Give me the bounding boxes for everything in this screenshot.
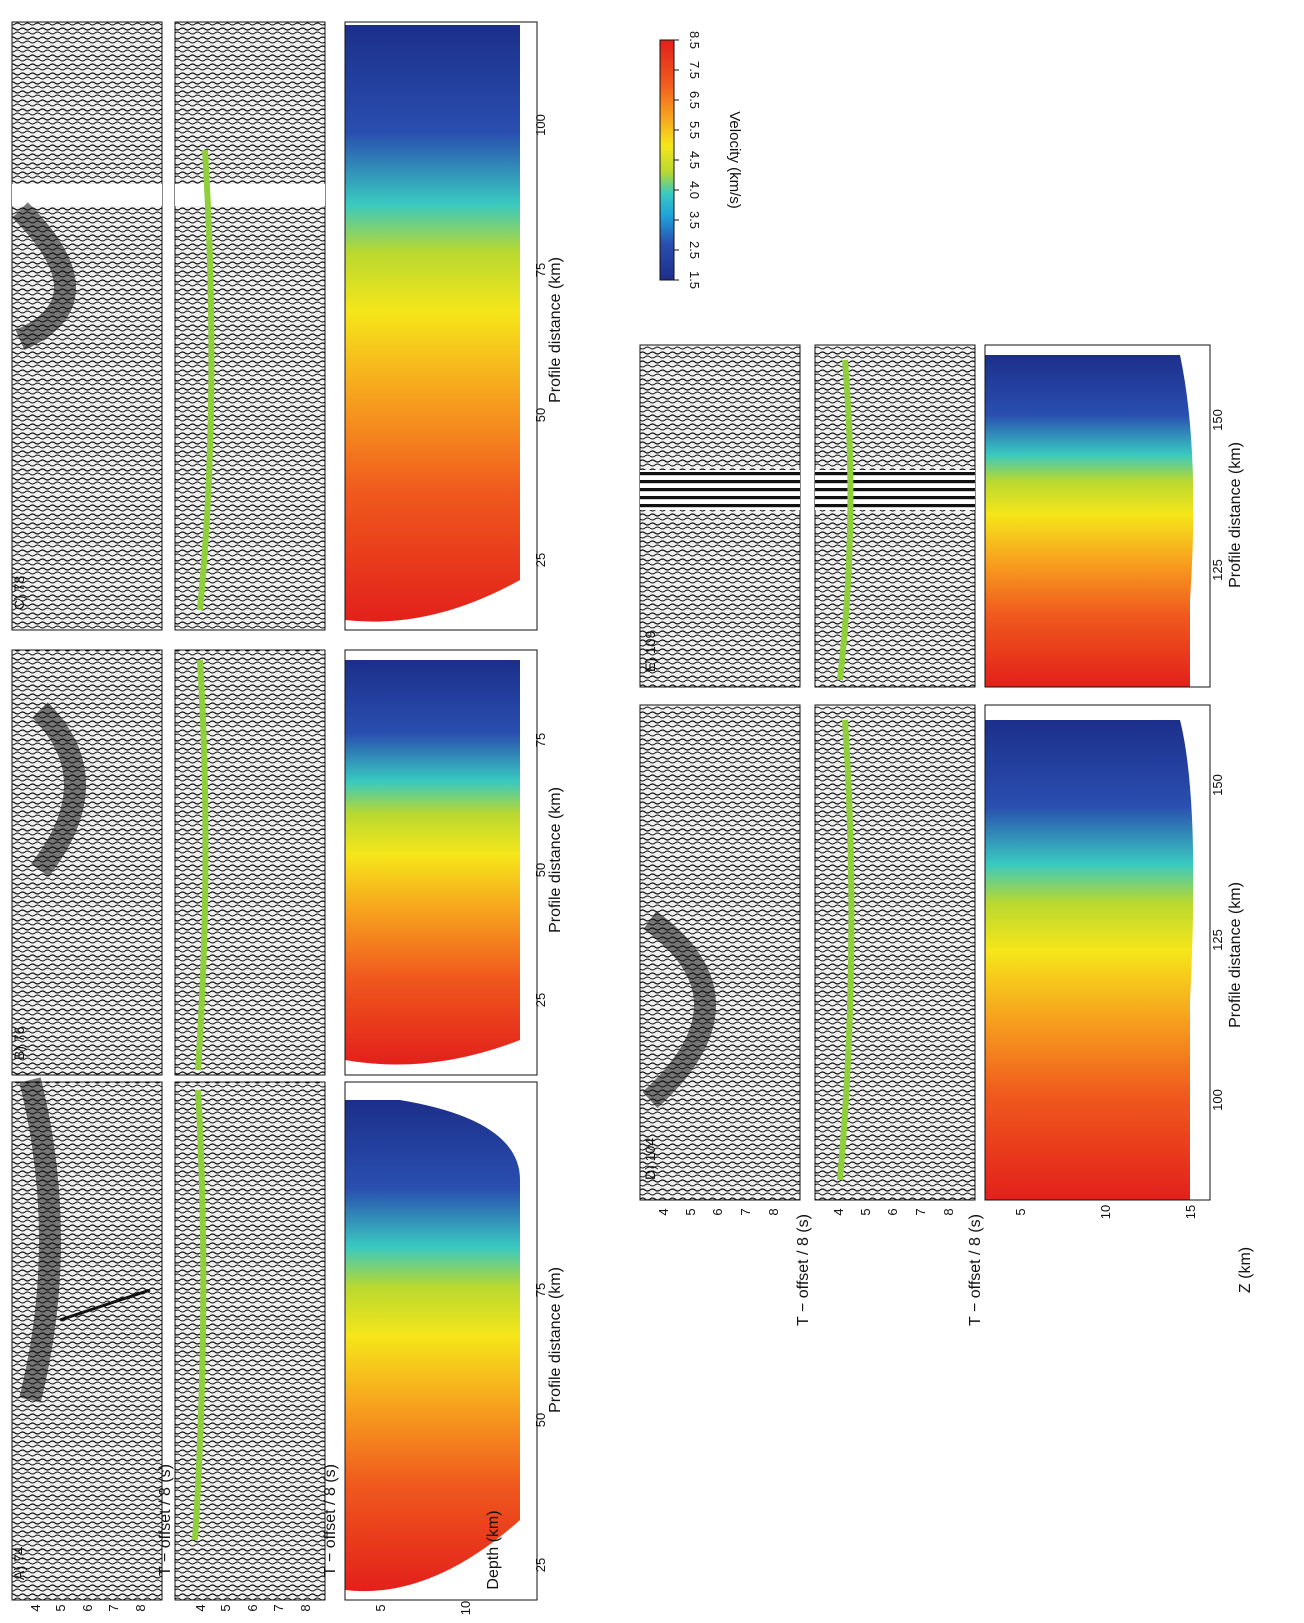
panel-c-shot-gather-raw: [11, 21, 163, 631]
panel-label-b: B) 76: [11, 1026, 27, 1060]
axis-title-z-d: Z (km): [1237, 1247, 1254, 1293]
tick-time-d-picks-6: 6: [885, 1208, 900, 1215]
tick-time-d-raw-6: 6: [710, 1208, 725, 1215]
panel-b-shot-gather-raw: [11, 649, 163, 1076]
tick-depth-a-5: 5: [373, 1604, 388, 1611]
panel-d-shot-gather-raw: [639, 704, 801, 1201]
colorbar-tick-8.5: 8.5: [687, 31, 702, 49]
panel-b-shot-gather-picks: [174, 649, 326, 1076]
tick-time-a-raw-6: 6: [80, 1604, 95, 1611]
rotated-labels: A) 74 B) 76 C) 78 D) 104 E) 109 T − offset / …: [11, 114, 1254, 1615]
colorbar-tick-4.0: 4.0: [687, 181, 702, 199]
tick-distance-e-125: 125: [1210, 559, 1225, 581]
axis-title-distance-a: Profile distance (km): [547, 1267, 564, 1413]
tick-distance-b-75: 75: [533, 733, 548, 747]
colorbar-tick-6.5: 6.5: [687, 91, 702, 109]
tick-distance-d-150: 150: [1210, 774, 1225, 796]
tick-time-d-raw-4: 4: [656, 1208, 671, 1215]
panel-e-shot-gather-picks: [814, 344, 976, 688]
tick-distance-a-25: 25: [533, 1558, 548, 1572]
tick-time-d-raw-5: 5: [683, 1208, 698, 1215]
panel-a-velocity-model: [344, 1081, 538, 1601]
tick-time-a-picks-4: 4: [193, 1604, 208, 1611]
panel-e-shot-gather-raw: [639, 344, 801, 688]
panel-d-velocity-model: [984, 704, 1211, 1201]
tick-distance-d-125: 125: [1210, 929, 1225, 951]
tick-time-d-raw-7: 7: [738, 1208, 753, 1215]
colorbar-tick-2.5: 2.5: [687, 241, 702, 259]
tick-time-a-raw-7: 7: [106, 1604, 121, 1611]
tick-time-d-picks-8: 8: [941, 1208, 956, 1215]
tick-time-a-raw-4: 4: [28, 1604, 43, 1611]
tick-time-a-raw-5: 5: [53, 1604, 68, 1611]
colorbar-ticks: 1.5 2.5 3.5 4.0 4.5 5.5 6.5 7.5 8.5: [674, 31, 702, 289]
tick-distance-a-50: 50: [533, 1413, 548, 1427]
axis-title-distance-e: Profile distance (km): [1227, 442, 1244, 588]
tick-distance-d-100: 100: [1210, 1089, 1225, 1111]
panel-a-shot-gather-picks: [174, 1081, 326, 1601]
axis-title-depth-a: Depth (km): [485, 1510, 502, 1589]
tick-time-a-picks-5: 5: [218, 1604, 233, 1611]
tick-time-d-picks-4: 4: [831, 1208, 846, 1215]
tick-z-d-5: 5: [1013, 1208, 1028, 1215]
tick-distance-e-150: 150: [1210, 409, 1225, 431]
tick-time-d-picks-5: 5: [858, 1208, 873, 1215]
axis-title-time-d-picks: T − offset / 8 (s): [967, 1214, 984, 1326]
panel-label-a: A) 74: [11, 1546, 27, 1580]
panel-a-shot-gather-raw: [11, 1077, 163, 1601]
axis-title-time-a-picks: T − offset / 8 (s): [322, 1464, 339, 1576]
tick-distance-a-75: 75: [533, 1283, 548, 1297]
panel-label-d: D) 104: [642, 1138, 658, 1180]
axis-title-time-d-raw: T − offset / 8 (s): [795, 1214, 812, 1326]
panel-c-shot-gather-picks: [174, 21, 326, 631]
tick-time-d-raw-8: 8: [766, 1208, 781, 1215]
panel-b-velocity-model: [344, 649, 538, 1076]
tick-time-d-picks-7: 7: [913, 1208, 928, 1215]
tick-time-a-raw-8: 8: [133, 1604, 148, 1611]
axis-title-distance-d: Profile distance (km): [1227, 882, 1244, 1028]
axis-title-distance-c: Profile distance (km): [547, 257, 564, 403]
tick-time-a-picks-8: 8: [298, 1604, 313, 1611]
axis-title-time-a-raw: T − offset / 8 (s): [157, 1464, 174, 1576]
tick-z-d-15: 15: [1183, 1205, 1198, 1219]
tick-distance-c-25: 25: [533, 553, 548, 567]
colorbar-tick-5.5: 5.5: [687, 121, 702, 139]
colorbar-tick-3.5: 3.5: [687, 211, 702, 229]
tick-distance-c-100: 100: [533, 114, 548, 136]
velocity-colorbar: 1.5 2.5 3.5 4.0 4.5 5.5 6.5 7.5 8.5 Velocity (km…: [659, 31, 743, 289]
tick-depth-a-10: 10: [458, 1601, 473, 1615]
colorbar-label: Velocity (km/s): [726, 111, 743, 209]
tick-z-d-10: 10: [1098, 1205, 1113, 1219]
axis-title-distance-b: Profile distance (km): [547, 787, 564, 933]
tick-distance-b-25: 25: [533, 993, 548, 1007]
tick-time-a-picks-6: 6: [245, 1604, 260, 1611]
tick-distance-b-50: 50: [533, 863, 548, 877]
panel-label-c: C) 78: [11, 576, 27, 610]
panel-d-shot-gather-picks: [814, 704, 976, 1201]
tick-distance-c-75: 75: [533, 263, 548, 277]
panel-label-e: E) 109: [642, 631, 658, 672]
panel-c-velocity-model: [344, 21, 538, 631]
colorbar-tick-7.5: 7.5: [687, 61, 702, 79]
tick-time-a-picks-7: 7: [271, 1604, 286, 1611]
colorbar-tick-1.5: 1.5: [687, 271, 702, 289]
colorbar-tick-4.5: 4.5: [687, 151, 702, 169]
panel-e-velocity-model: [984, 344, 1211, 688]
tick-distance-c-50: 50: [533, 408, 548, 422]
